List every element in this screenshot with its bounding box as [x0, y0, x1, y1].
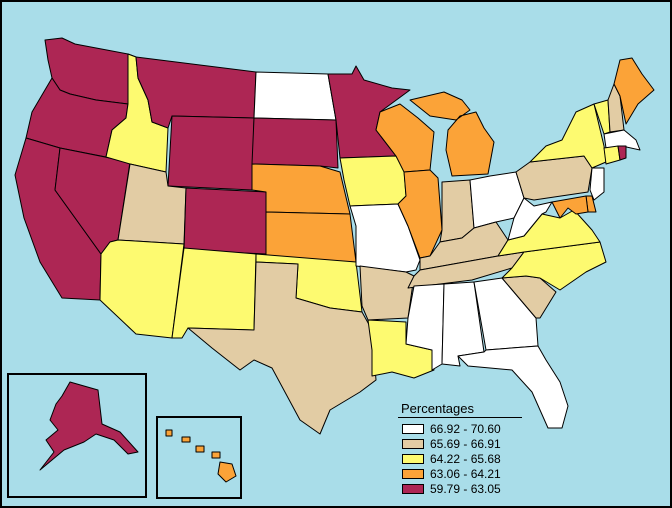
state-WY [167, 115, 255, 191]
state-IA [339, 155, 407, 207]
state-NJ [589, 167, 605, 201]
legend-item: 64.22 - 65.68 [398, 451, 522, 466]
state-WV [507, 197, 553, 241]
legend-swatch [402, 468, 424, 479]
state-GA [473, 277, 539, 351]
state-RI [617, 145, 627, 161]
legend-swatch [402, 453, 424, 464]
state-TX [187, 261, 377, 435]
state-HI [165, 429, 237, 483]
legend-label: 64.22 - 65.68 [430, 451, 501, 466]
hawaii-inset-frame [156, 416, 242, 499]
state-ND [253, 71, 337, 121]
legend-swatch [402, 483, 424, 494]
state-NE [251, 163, 351, 215]
state-MD [551, 195, 589, 219]
state-NM [171, 247, 257, 339]
state-PA [515, 155, 593, 201]
state-LA [367, 319, 435, 379]
state-CO [183, 187, 269, 255]
legend-item: 59.79 - 63.05 [398, 481, 522, 496]
state-CT [603, 145, 621, 165]
map-legend: Percentages 66.92 - 70.60 65.69 - 66.91 … [398, 401, 522, 496]
state-MN [327, 65, 411, 159]
state-KS [265, 211, 357, 263]
state-FL [457, 345, 569, 429]
state-ME [613, 57, 655, 125]
state-AR [359, 265, 415, 321]
legend-label: 65.69 - 66.91 [430, 436, 501, 451]
legend-label: 59.79 - 63.05 [430, 481, 501, 496]
legend-title: Percentages [398, 401, 522, 418]
state-MI [409, 91, 495, 177]
legend-label: 66.92 - 70.60 [430, 421, 501, 436]
state-SD [251, 117, 339, 169]
state-NY [529, 103, 607, 169]
state-AK [39, 381, 139, 471]
legend-swatch [402, 438, 424, 449]
legend-label: 63.06 - 64.21 [430, 466, 501, 481]
legend-item: 66.92 - 70.60 [398, 421, 522, 436]
legend-item: 65.69 - 66.91 [398, 436, 522, 451]
legend-swatch [402, 423, 424, 434]
state-AZ [99, 239, 185, 339]
legend-item: 63.06 - 64.21 [398, 466, 522, 481]
